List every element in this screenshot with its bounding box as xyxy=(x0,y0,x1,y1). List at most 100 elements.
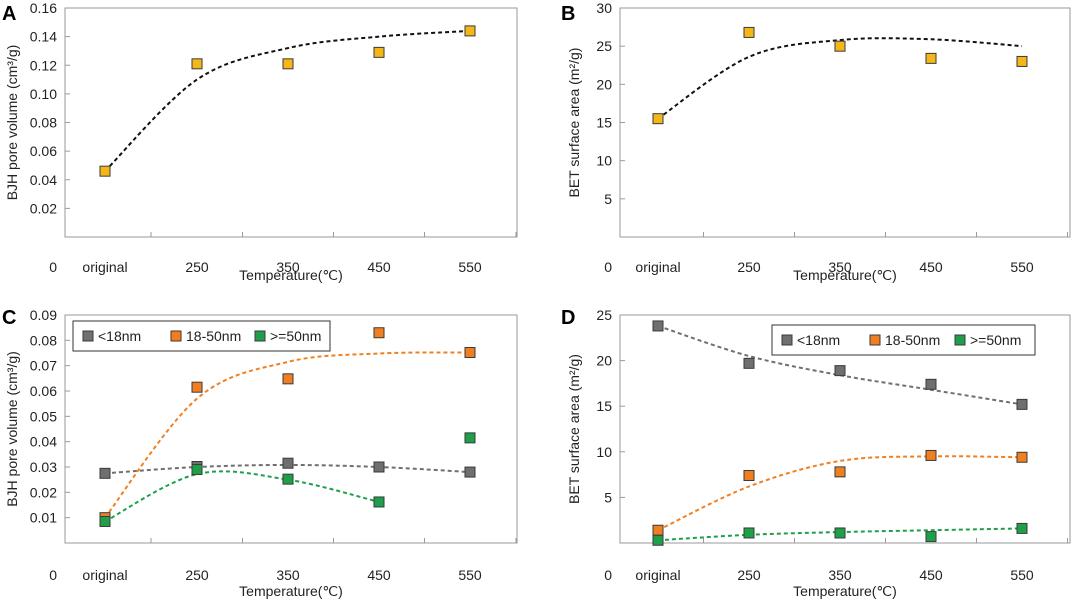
data-point xyxy=(1016,522,1028,534)
series-2 xyxy=(652,522,1028,546)
x-tick-label: 350 xyxy=(276,259,300,275)
plot-frame xyxy=(64,314,518,544)
trend-line xyxy=(104,470,380,523)
x-tick-label: 250 xyxy=(185,567,209,583)
data-point xyxy=(652,113,664,125)
y-axis-title: BET surface area (m²/g) xyxy=(566,48,582,198)
chart-panel-c: C 0.01 0.02 0.03 0.04 0.05 0.06 0.07 0.08 0.09 0 or… xyxy=(2,307,518,599)
y-tick-label: 0.02 xyxy=(30,200,57,216)
x-axis-title: Temperature(℃) xyxy=(239,583,343,599)
series-2 xyxy=(99,432,476,527)
x-zero-label: 0 xyxy=(604,567,612,583)
legend-box xyxy=(72,320,331,352)
chart-panel-a: A 0.02 0.04 0.06 0.08 0.10 0.12 0.14 0.16 0 origin… xyxy=(2,0,518,283)
data-point xyxy=(464,466,476,478)
x-zero-label: 0 xyxy=(49,259,57,275)
x-tick-label: 450 xyxy=(919,259,943,275)
legend-label: <18nm xyxy=(797,332,840,348)
y-tick-label: 0.04 xyxy=(30,434,57,450)
x-tick-label: original xyxy=(82,567,127,583)
panel-letter: D xyxy=(561,307,575,329)
x-tick-label: original xyxy=(82,259,127,275)
trend-line xyxy=(657,37,1023,120)
legend-swatch xyxy=(82,330,94,342)
x-tick-label: 250 xyxy=(737,259,761,275)
legend-swatch xyxy=(869,334,881,346)
series-0 xyxy=(99,25,476,177)
legend-label: 18-50nm xyxy=(885,332,940,348)
data-point xyxy=(373,327,385,339)
x-tick-label: 350 xyxy=(828,567,852,583)
x-tick-label: 450 xyxy=(367,259,391,275)
x-axis-title: Temperature(℃) xyxy=(239,267,343,283)
data-point xyxy=(743,26,755,38)
y-tick-label: 10 xyxy=(596,444,612,460)
y-tick-label: 0.08 xyxy=(30,332,57,348)
y-axis-title: BJH pore volume (cm³/g) xyxy=(4,351,20,507)
data-point xyxy=(834,365,846,377)
x-tick-label: 550 xyxy=(1010,567,1034,583)
data-point xyxy=(282,473,294,485)
data-point xyxy=(464,432,476,444)
data-point xyxy=(282,373,294,385)
data-point xyxy=(925,378,937,390)
x-tick-label: 550 xyxy=(1010,259,1034,275)
y-tick-label: 0.14 xyxy=(30,29,57,45)
plot-frame xyxy=(619,314,1071,544)
y-tick-label: 0.08 xyxy=(30,115,57,131)
y-tick-label: 0.01 xyxy=(30,510,57,526)
series-0 xyxy=(652,26,1028,125)
legend-label: 18-50nm xyxy=(186,328,241,344)
data-point xyxy=(652,320,664,332)
series-0 xyxy=(652,320,1028,410)
series-1 xyxy=(652,449,1028,536)
y-tick-label: 25 xyxy=(596,38,612,54)
legend-label: <18nm xyxy=(98,328,141,344)
data-point xyxy=(834,527,846,539)
panel-letter: A xyxy=(2,3,16,25)
y-tick-label: 5 xyxy=(604,489,612,505)
data-point xyxy=(925,449,937,461)
x-tick-label: 450 xyxy=(367,567,391,583)
data-point xyxy=(464,346,476,358)
x-tick-label: original xyxy=(635,259,680,275)
legend: <18nm 18-50nm >=50nm xyxy=(771,324,1036,356)
data-point xyxy=(191,381,203,393)
trend-line xyxy=(104,351,471,519)
data-point xyxy=(834,466,846,478)
x-tick-label: 550 xyxy=(458,259,482,275)
x-tick-label: original xyxy=(635,567,680,583)
data-point xyxy=(191,58,203,70)
panel-letter: B xyxy=(561,3,575,25)
y-tick-label: 5 xyxy=(604,191,612,207)
y-tick-label: 0.02 xyxy=(30,484,57,500)
x-zero-label: 0 xyxy=(49,567,57,583)
y-axis-title: BJH pore volume (cm³/g) xyxy=(4,45,20,201)
x-tick-label: 450 xyxy=(919,567,943,583)
x-tick-label: 250 xyxy=(737,567,761,583)
y-tick-label: 0.06 xyxy=(30,143,57,159)
y-tick-label: 10 xyxy=(596,153,612,169)
plot-frame xyxy=(64,7,518,238)
y-tick-label: 20 xyxy=(596,76,612,92)
data-point xyxy=(1016,55,1028,67)
data-point xyxy=(1016,451,1028,463)
y-tick-label: 0.10 xyxy=(30,86,57,102)
legend-swatch xyxy=(170,330,182,342)
x-tick-label: 250 xyxy=(185,259,209,275)
data-point xyxy=(743,527,755,539)
y-tick-label: 0.05 xyxy=(30,408,57,424)
trend-line xyxy=(657,455,1023,532)
x-tick-label: 350 xyxy=(828,259,852,275)
legend-box xyxy=(771,324,1036,356)
y-axis-title: BET surface area (m²/g) xyxy=(566,354,582,504)
y-tick-label: 25 xyxy=(596,307,612,323)
panel-letter: C xyxy=(2,307,16,329)
y-tick-label: 30 xyxy=(596,0,612,16)
data-point xyxy=(99,165,111,177)
y-tick-label: 0.09 xyxy=(30,307,57,323)
data-point xyxy=(282,457,294,469)
data-point xyxy=(282,58,294,70)
data-point xyxy=(99,467,111,479)
